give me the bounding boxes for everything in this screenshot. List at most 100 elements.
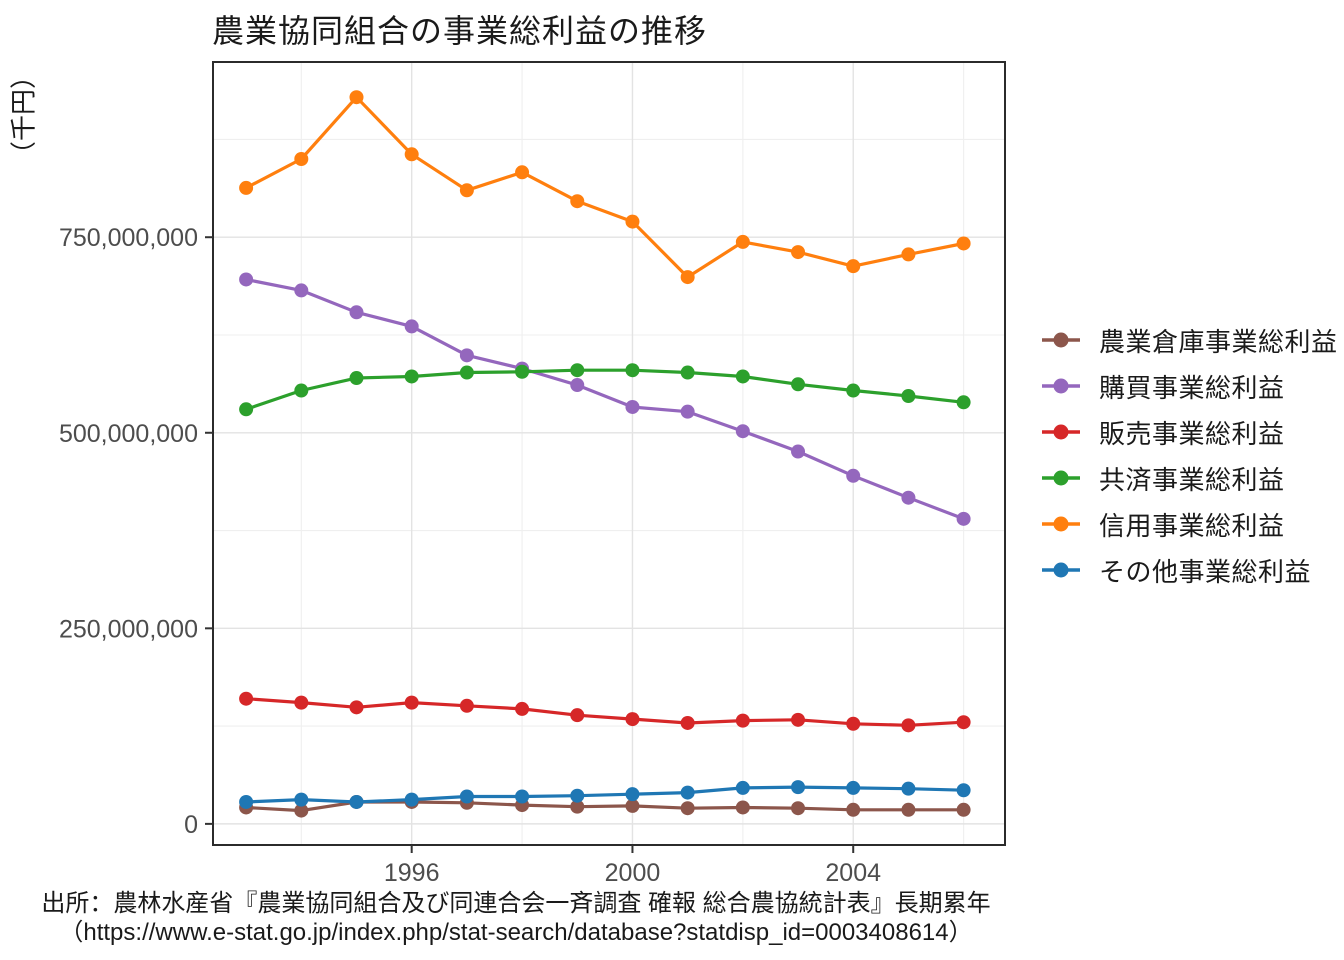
data-point-credit [239, 180, 254, 195]
data-point-kyosai [791, 377, 806, 392]
data-point-agri-warehouse [680, 801, 695, 816]
data-point-other [846, 780, 861, 795]
data-point-credit [956, 236, 971, 251]
data-point-other [791, 780, 806, 795]
data-point-kyosai [735, 369, 750, 384]
data-point-credit [404, 147, 419, 162]
data-point-credit [294, 151, 309, 166]
legend-marker-icon-credit [1042, 516, 1080, 532]
data-point-other [294, 792, 309, 807]
legend-item-credit: 信用事業総利益 [1042, 509, 1338, 541]
data-point-sales [294, 695, 309, 710]
data-point-sales [515, 701, 530, 716]
y-tick-label: 250,000,000 [59, 615, 198, 643]
data-point-sales [680, 715, 695, 730]
legend-item-kyosai: 共済事業総利益 [1042, 463, 1338, 495]
data-point-sales [459, 698, 474, 713]
legend-marker-icon-purchasing [1042, 378, 1080, 394]
source-line-2: （https://www.e-stat.go.jp/index.php/stat… [59, 919, 973, 946]
data-point-agri-warehouse [735, 800, 750, 815]
data-point-sales [349, 700, 364, 715]
data-point-agri-warehouse [846, 802, 861, 817]
data-point-credit [901, 247, 916, 262]
data-point-credit [791, 245, 806, 260]
data-point-sales [625, 712, 640, 727]
legend-item-other: その他事業総利益 [1042, 555, 1338, 587]
data-point-kyosai [570, 363, 585, 378]
data-point-purchasing [404, 319, 419, 334]
series-line-purchasing [244, 277, 966, 521]
chart-title: 農業協同組合の事業総利益の推移 [212, 13, 708, 49]
legend-item-agri-warehouse: 農業倉庫事業総利益 [1042, 325, 1338, 357]
y-tick-label: 500,000,000 [59, 420, 198, 448]
legend-item-sales: 販売事業総利益 [1042, 417, 1338, 449]
data-point-agri-warehouse [625, 798, 640, 813]
data-point-credit [570, 194, 585, 209]
x-tick-label: 2004 [825, 859, 881, 887]
series-line-kyosai [244, 368, 966, 411]
data-point-purchasing [570, 378, 585, 393]
data-point-other [680, 785, 695, 800]
x-tick-label: 2000 [605, 859, 661, 887]
data-point-sales [404, 695, 419, 710]
data-point-kyosai [294, 383, 309, 398]
data-point-other [901, 781, 916, 796]
data-point-credit [735, 234, 750, 249]
data-point-sales [846, 716, 861, 731]
data-point-agri-warehouse [956, 802, 971, 817]
data-point-purchasing [680, 404, 695, 419]
legend: 農業倉庫事業総利益 購買事業総利益 販売事業総利益 共済事業総利益 信用事業総利益 その他… [1042, 325, 1338, 587]
data-point-kyosai [956, 395, 971, 410]
data-point-agri-warehouse [570, 799, 585, 814]
data-point-purchasing [791, 444, 806, 459]
data-point-kyosai [349, 371, 364, 386]
data-point-kyosai [625, 363, 640, 378]
data-point-sales [735, 713, 750, 728]
data-point-other [404, 792, 419, 807]
data-point-purchasing [239, 272, 254, 287]
data-point-purchasing [349, 305, 364, 320]
data-point-other [625, 787, 640, 802]
data-point-agri-warehouse [901, 802, 916, 817]
data-point-other [735, 780, 750, 795]
y-tick-label: 0 [184, 811, 198, 839]
data-point-credit [680, 270, 695, 285]
data-point-other [349, 794, 364, 809]
series-line-sales [244, 697, 966, 727]
series-line-credit [244, 95, 966, 279]
data-point-kyosai [901, 389, 916, 404]
series-line-other [244, 785, 966, 804]
data-point-kyosai [515, 364, 530, 379]
data-point-sales [239, 691, 254, 706]
x-tick-label: 1996 [384, 859, 440, 887]
data-point-kyosai [404, 369, 419, 384]
data-point-purchasing [294, 283, 309, 298]
legend-marker-icon-sales [1042, 424, 1080, 440]
source-line-1: 出所：農林水産省『農業協同組合及び同連合会一斉調査 確報 総合農協統計表』長期累… [41, 890, 991, 917]
data-point-purchasing [735, 424, 750, 439]
data-point-purchasing [846, 468, 861, 483]
source-note: 出所：農林水産省『農業協同組合及び同連合会一斉調査 確報 総合農協統計表』長期累… [0, 889, 1032, 947]
legend-label-agri-warehouse: 農業倉庫事業総利益 [1099, 326, 1338, 357]
data-point-agri-warehouse [294, 803, 309, 818]
legend-label-sales: 販売事業総利益 [1099, 418, 1285, 449]
legend-marker-icon-kyosai [1042, 470, 1080, 486]
panel-border [212, 61, 1006, 846]
legend-label-kyosai: 共済事業総利益 [1099, 464, 1285, 495]
data-point-other [239, 794, 254, 809]
data-point-credit [459, 183, 474, 198]
data-point-purchasing [625, 399, 640, 414]
legend-label-other: その他事業総利益 [1099, 556, 1312, 587]
legend-marker-icon-agri-warehouse [1042, 332, 1080, 348]
data-point-sales [901, 718, 916, 733]
data-point-kyosai [459, 365, 474, 380]
data-point-other [515, 789, 530, 804]
data-point-sales [570, 708, 585, 723]
legend-marker-icon-other [1042, 562, 1080, 578]
data-point-kyosai [680, 365, 695, 380]
y-tick-label: 750,000,000 [59, 224, 198, 252]
data-point-purchasing [901, 490, 916, 505]
data-point-purchasing [956, 511, 971, 526]
data-point-sales [791, 712, 806, 727]
